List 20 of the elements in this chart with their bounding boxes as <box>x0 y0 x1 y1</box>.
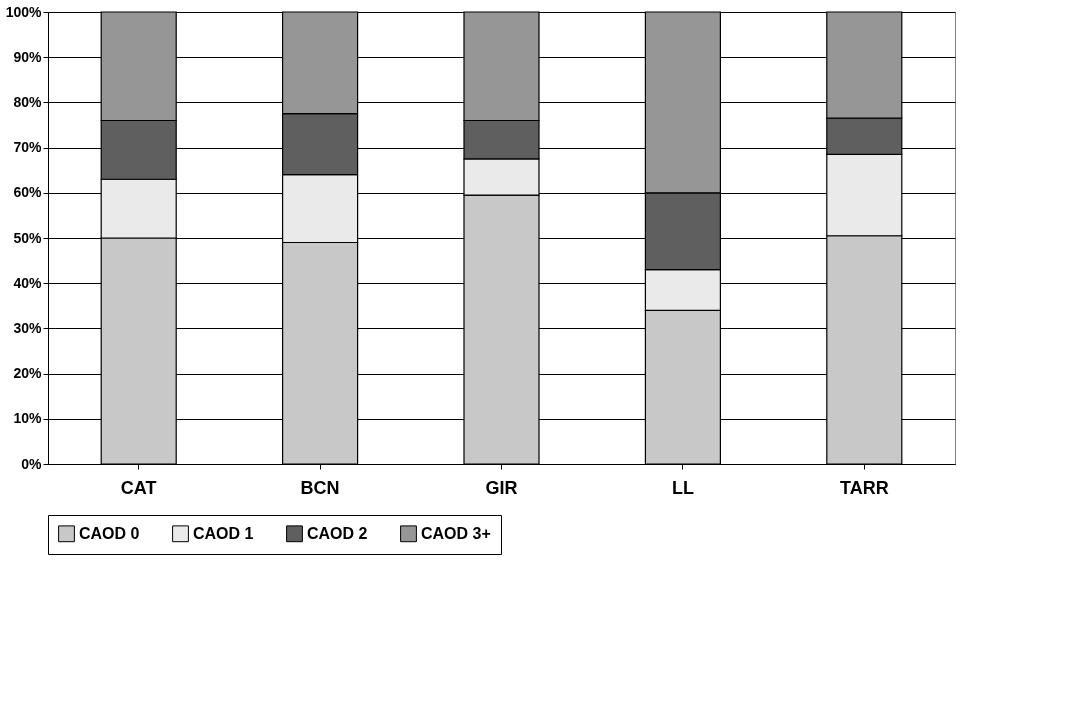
y-tick-label: 0% <box>21 455 43 472</box>
x-tick-label: GIR <box>485 477 518 498</box>
x-tick-label: LL <box>671 477 694 498</box>
x-tick-label: CAT <box>120 477 157 498</box>
legend-label: CAOD 0 <box>79 524 140 542</box>
x-tick-label: TARR <box>839 477 889 498</box>
legend-label: CAOD 1 <box>193 524 254 542</box>
y-tick-label: 20% <box>13 365 43 382</box>
y-tick-label: 10% <box>13 410 43 427</box>
y-tick-label: 80% <box>13 93 43 110</box>
legend-label: CAOD 2 <box>307 524 368 542</box>
y-tick-label: 30% <box>13 319 43 336</box>
y-tick-label: 70% <box>13 139 43 156</box>
y-tick-label: 90% <box>13 48 43 65</box>
x-tick-label: BCN <box>300 477 340 498</box>
y-tick-label: 60% <box>13 184 43 201</box>
y-tick-label: 100% <box>5 3 43 20</box>
y-tick-label: 40% <box>13 274 43 291</box>
y-tick-label: 50% <box>13 229 43 246</box>
legend-label: CAOD 3+ <box>421 524 491 542</box>
